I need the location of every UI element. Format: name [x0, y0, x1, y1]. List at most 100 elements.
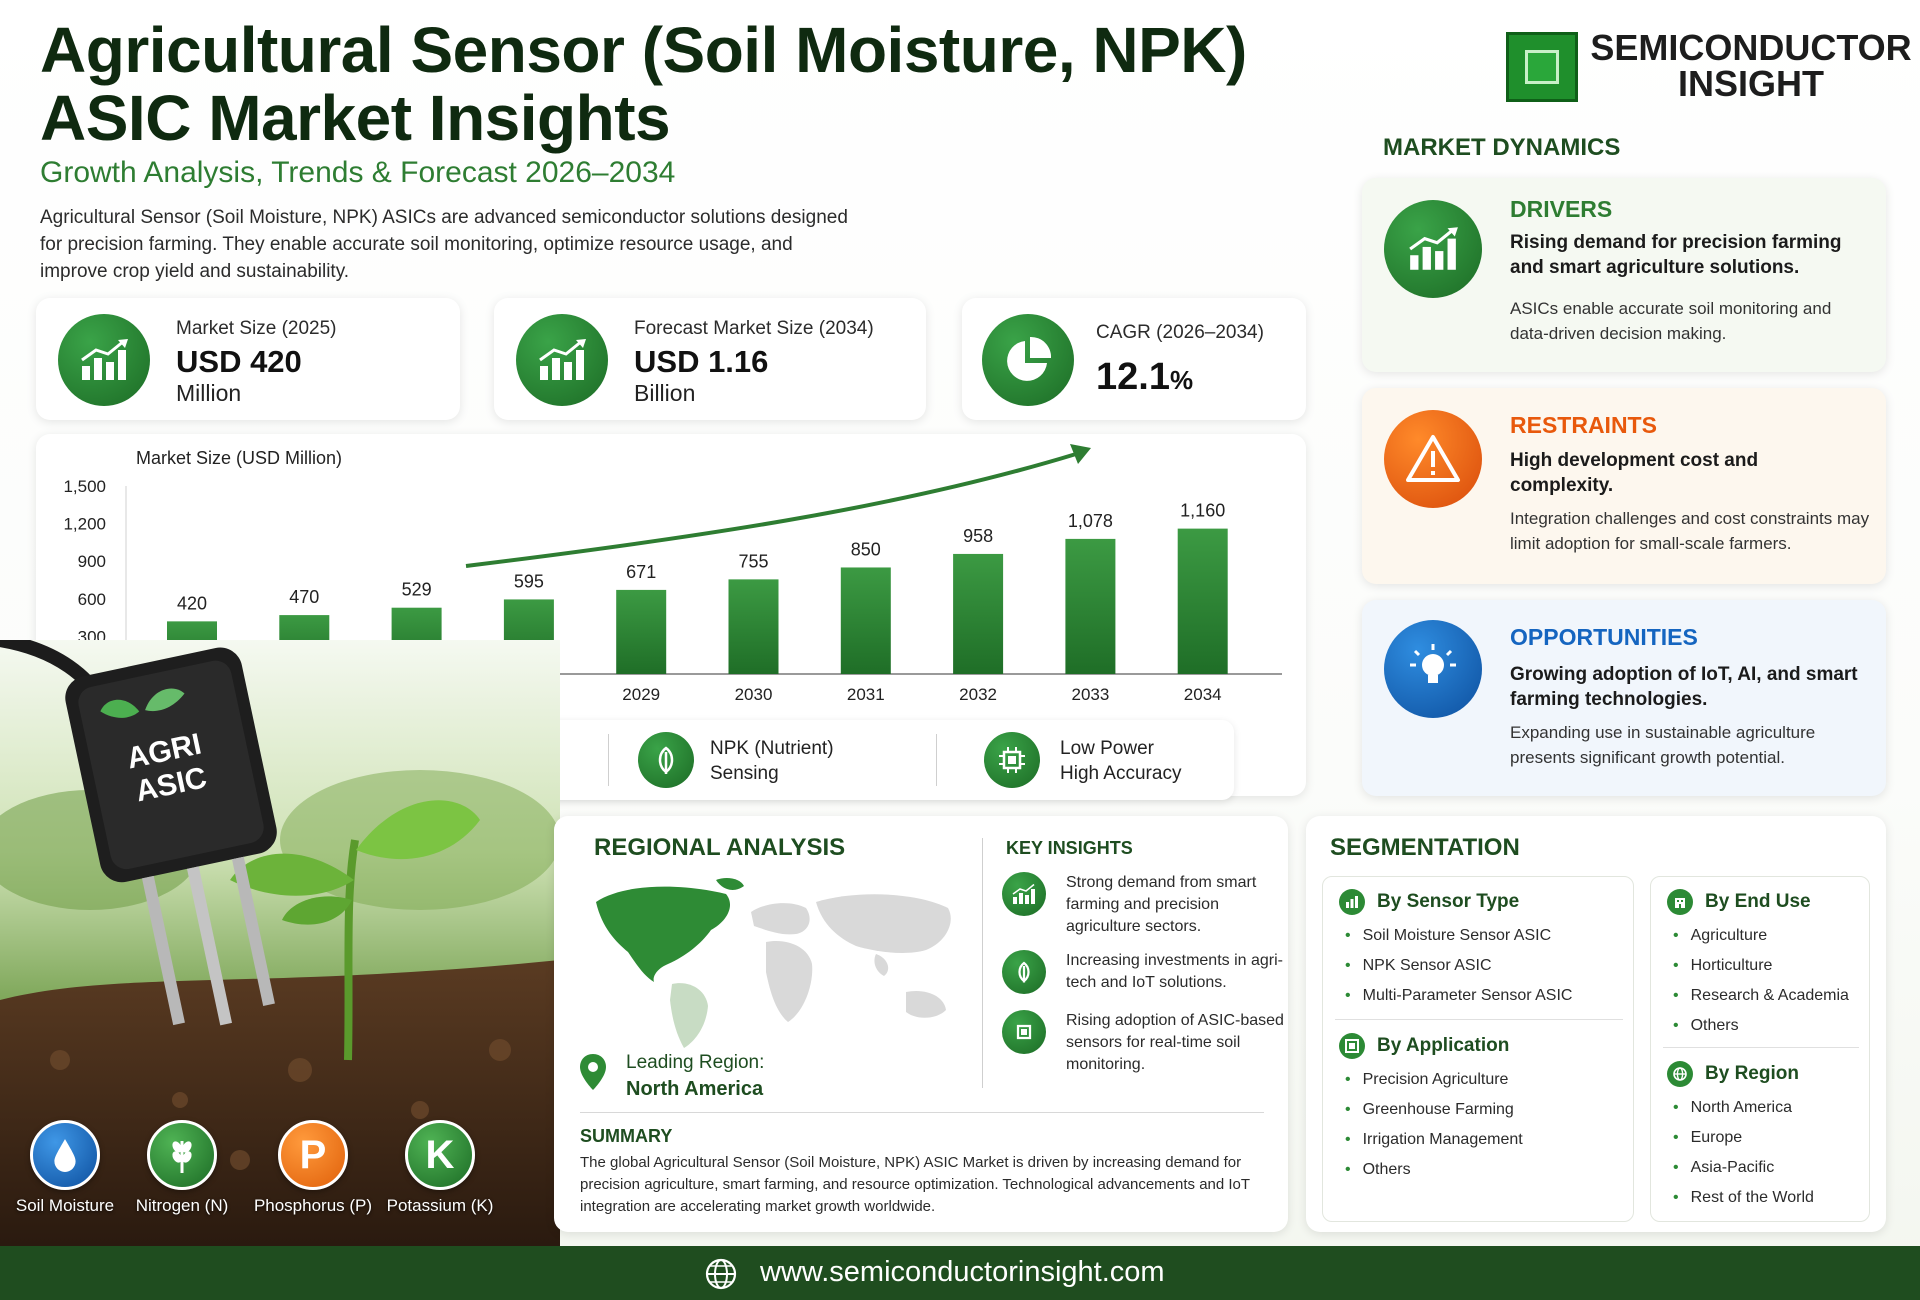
restraints-detail: Integration challenges and cost constrai…	[1510, 509, 1870, 553]
regional-analysis-card: REGIONAL ANALYSIS Leading Region: North …	[554, 816, 1288, 1232]
seg-heading-application: By Application	[1339, 1033, 1509, 1059]
feature-divider	[936, 734, 937, 786]
list-item: Multi-Parameter Sensor ASIC	[1345, 981, 1573, 1011]
bar-value-label: 958	[963, 526, 993, 546]
location-pin-icon	[580, 1054, 606, 1090]
nutrient-symbol: K	[405, 1120, 475, 1190]
x-tick-label: 2029	[622, 685, 660, 704]
list-item: North America	[1673, 1093, 1814, 1123]
restraints-card: RESTRAINTS High development cost and com…	[1362, 388, 1886, 584]
opportunities-detail: Expanding use in sustainable agriculture…	[1510, 723, 1816, 767]
stat-label: Forecast Market Size (2034)	[634, 318, 874, 339]
regional-analysis-title: REGIONAL ANALYSIS	[594, 834, 846, 861]
north-america-highlight	[596, 878, 744, 982]
list-item: Others	[1673, 1011, 1849, 1041]
title-line-2: ASIC Market Insights	[40, 82, 671, 154]
nutrient-label: Phosphorus (P)	[253, 1196, 373, 1215]
bar-2033	[1065, 538, 1116, 674]
list-item: NPK Sensor ASIC	[1345, 951, 1572, 981]
globe-icon	[705, 1258, 737, 1290]
brand-line-1: SEMICONDUCTOR	[1590, 27, 1912, 68]
wheat-icon	[147, 1120, 217, 1190]
bar-2034	[1177, 528, 1228, 674]
list-item: Agriculture	[1673, 921, 1849, 951]
leading-region-value: North America	[626, 1078, 764, 1100]
list-item: Research & Academia	[1673, 981, 1849, 1011]
dashboard-icon	[1339, 1033, 1365, 1059]
bar-2031	[840, 567, 891, 674]
feature-label: Low Power High Accuracy	[1060, 736, 1260, 786]
feature-npk-sensing: NPK (Nutrient) Sensing	[638, 732, 918, 788]
stat-unit: Billion	[634, 380, 696, 406]
sensor-type-list: Soil Moisture Sensor ASIC NPK Sensor ASI…	[1345, 921, 1573, 1011]
market-dynamics-title: MARKET DYNAMICS	[1383, 134, 1621, 161]
list-item: Europe	[1673, 1123, 1814, 1153]
nutrient-symbol: P	[278, 1120, 348, 1190]
nutrient-phosphorus: P Phosphorus (P)	[248, 1120, 378, 1216]
seg-heading-text: By End Use	[1705, 891, 1811, 912]
bar-value-label: 595	[514, 571, 544, 591]
segmentation-column-left: By Sensor Type Soil Moisture Sensor ASIC…	[1322, 876, 1634, 1222]
list-item: Irrigation Management	[1345, 1125, 1523, 1155]
stat-card-cagr: CAGR (2026–2034) 12.1%	[962, 298, 1306, 420]
stat-unit: Million	[176, 380, 242, 406]
footer-bar: www.semiconductorinsight.com	[0, 1246, 1920, 1300]
drivers-heading: DRIVERS	[1510, 196, 1613, 222]
bar-value-label: 420	[177, 593, 207, 613]
restraints-text: High development cost and complexity.	[1510, 450, 1759, 496]
bar-value-label: 850	[851, 539, 881, 559]
list-item: Others	[1345, 1155, 1523, 1185]
intro-text: Agricultural Sensor (Soil Moisture, NPK)…	[40, 207, 848, 282]
water-drop-icon	[30, 1120, 100, 1190]
nutrient-label: Nitrogen (N)	[135, 1196, 229, 1215]
trend-arrow-head	[1070, 444, 1091, 464]
opportunities-card: OPPORTUNITIES Growing adoption of IoT, A…	[1362, 600, 1886, 796]
key-insight-item: Strong demand from smart farming and pre…	[1002, 872, 1282, 942]
list-item: Greenhouse Farming	[1345, 1095, 1523, 1125]
summary-text: The global Agricultural Sensor (Soil Moi…	[580, 1154, 1250, 1215]
stat-card-market-size: Market Size (2025) USD 420 Million	[36, 298, 460, 420]
brand-name: SEMICONDUCTOR INSIGHT	[1586, 30, 1916, 102]
website-link[interactable]: www.semiconductorinsight.com	[760, 1256, 1165, 1288]
growth-chart-icon	[58, 314, 150, 406]
feature-low-power: Low Power High Accuracy	[984, 732, 1224, 788]
x-tick-label: 2034	[1184, 685, 1222, 704]
seg-divider	[1663, 1047, 1859, 1048]
seg-heading-sensor-type: By Sensor Type	[1339, 889, 1519, 915]
segmentation-card: SEGMENTATION By Sensor Type Soil Moistur…	[1306, 816, 1886, 1232]
drivers-text: Rising demand for precision farming and …	[1510, 232, 1842, 278]
brand-logo[interactable]: SEMICONDUCTOR INSIGHT	[1506, 30, 1912, 102]
cagr-number: 12.1	[1096, 356, 1170, 398]
seg-heading-end-use: By End Use	[1667, 889, 1811, 915]
globe-icon	[1667, 1061, 1693, 1087]
seg-heading-region: By Region	[1667, 1061, 1799, 1087]
nutrient-label: Potassium (K)	[386, 1196, 494, 1215]
chip-icon	[1002, 1010, 1046, 1054]
building-icon	[1667, 889, 1693, 915]
growth-chart-icon	[1002, 872, 1046, 916]
summary-title: SUMMARY	[580, 1126, 673, 1146]
chip-icon	[1506, 32, 1578, 102]
bar-2030	[728, 579, 779, 674]
key-insight-text: Increasing investments in agri-tech and …	[1066, 952, 1283, 991]
opportunities-heading: OPPORTUNITIES	[1510, 624, 1698, 650]
insights-divider	[982, 838, 983, 1088]
segmentation-column-right: By End Use Agriculture Horticulture Rese…	[1650, 876, 1870, 1222]
warning-icon	[1384, 410, 1482, 508]
stat-card-forecast: Forecast Market Size (2034) USD 1.16 Bil…	[494, 298, 926, 420]
bar-value-label: 671	[626, 562, 656, 582]
feature-label: NPK (Nutrient) Sensing	[710, 736, 910, 786]
bar-value-label: 529	[402, 580, 432, 600]
key-insight-item: Increasing investments in agri-tech and …	[1002, 950, 1283, 1006]
application-list: Precision Agriculture Greenhouse Farming…	[1345, 1065, 1523, 1185]
drivers-card: DRIVERS Rising demand for precision farm…	[1362, 178, 1886, 372]
x-tick-label: 2030	[735, 685, 773, 704]
seg-heading-text: By Region	[1705, 1063, 1799, 1084]
leaf-icon	[1002, 950, 1046, 994]
end-use-list: Agriculture Horticulture Research & Acad…	[1673, 921, 1849, 1041]
stat-value: USD 1.16	[634, 344, 769, 379]
summary-divider	[580, 1112, 1264, 1113]
bar-value-label: 1,078	[1068, 511, 1113, 531]
feature-label-line: High Accuracy	[1060, 763, 1182, 784]
list-item: Horticulture	[1673, 951, 1849, 981]
